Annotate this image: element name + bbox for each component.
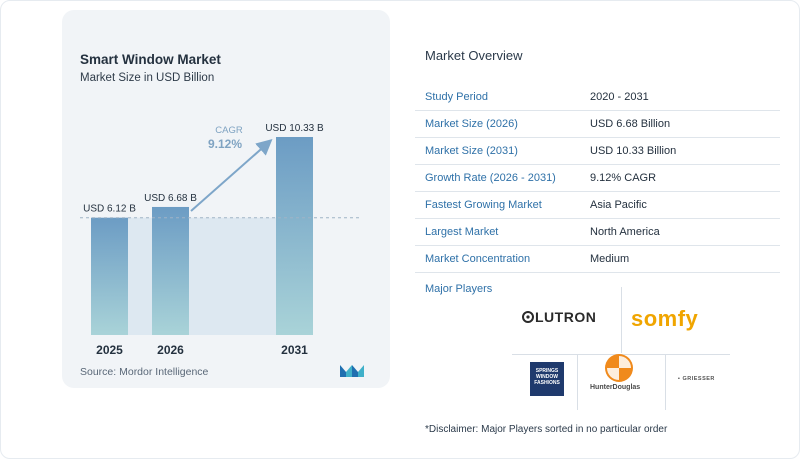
griesser-logo: ▪ GRIESSER: [678, 376, 715, 382]
cagr-arrow: [190, 139, 273, 212]
overview-value: 9.12% CAGR: [590, 172, 657, 184]
chart-card: Smart Window Market Market Size in USD B…: [62, 10, 390, 388]
tick-label-2031: 2031: [281, 343, 308, 357]
overview-row: Largest Market North America: [415, 219, 780, 246]
overview-row: Market Size (2031) USD 10.33 Billion: [415, 138, 780, 165]
chart-title: Smart Window Market: [80, 52, 221, 67]
disclaimer-text: *Disclaimer: Major Players sorted in no …: [425, 424, 668, 435]
overview-label: Fastest Growing Market: [425, 199, 542, 211]
springs-window-fashions-logo: SPRINGS WINDOW FASHIONS: [530, 362, 564, 396]
reference-shade: [128, 217, 276, 335]
overview-row: Market Concentration Medium: [415, 246, 780, 273]
overview-label: Largest Market: [425, 226, 499, 238]
hunter-douglas-logo: HunterDouglas: [590, 384, 641, 391]
mordor-logo-icon: [340, 365, 364, 377]
bar-2026: [152, 206, 189, 335]
lutron-logo: LUTRON: [522, 309, 596, 325]
chart-subtitle: Market Size in USD Billion: [80, 72, 215, 84]
lutron-o-icon: [522, 311, 534, 323]
overview-row: Study Period 2020 - 2031: [415, 84, 780, 111]
players-divider-vertical: [621, 287, 622, 353]
overview-row: Fastest Growing Market Asia Pacific: [415, 192, 780, 219]
overview-row: Market Size (2026) USD 6.68 Billion: [415, 111, 780, 138]
hunter-douglas-icon: [605, 354, 633, 382]
overview-label: Study Period: [425, 91, 488, 103]
overview-value: 2020 - 2031: [590, 91, 649, 103]
overview-table: Study Period 2020 - 2031 Market Size (2026…: [415, 84, 780, 273]
cagr-value: 9.12%: [208, 137, 242, 151]
source-text: Source: Mordor Intelligence: [80, 366, 209, 378]
data-label-2026: USD 6.68 B: [144, 193, 197, 204]
overview-value: USD 10.33 Billion: [590, 145, 677, 157]
overview-value: Asia Pacific: [590, 199, 647, 211]
somfy-logo: somfy: [631, 306, 699, 331]
players-divider-right: [665, 354, 666, 410]
major-players-title: Major Players: [425, 283, 493, 295]
overview-value: USD 6.68 Billion: [590, 118, 671, 130]
overview-value: Medium: [590, 253, 630, 265]
overview-label: Growth Rate (2026 - 2031): [425, 172, 556, 184]
players-divider-left: [577, 354, 578, 410]
bar-2025: [91, 217, 128, 335]
tick-label-2025: 2025: [96, 343, 123, 357]
data-label-2025: USD 6.12 B: [83, 204, 136, 215]
overview-title: Market Overview: [425, 48, 523, 63]
cagr-label: CAGR: [215, 125, 243, 136]
bar-2031: [276, 137, 313, 335]
data-label-2031: USD 10.33 B: [265, 123, 324, 134]
overview-label: Market Concentration: [425, 253, 531, 265]
overview-label: Market Size (2026): [425, 118, 518, 130]
overview-row: Growth Rate (2026 - 2031) 9.12% CAGR: [415, 165, 780, 192]
bar-chart: USD 6.12 B 2025 USD 6.68 B 2026 USD 10.33 B 2…: [80, 123, 362, 357]
overview-value: North America: [590, 226, 660, 238]
overview-label: Market Size (2031): [425, 145, 518, 157]
tick-label-2026: 2026: [157, 343, 184, 357]
